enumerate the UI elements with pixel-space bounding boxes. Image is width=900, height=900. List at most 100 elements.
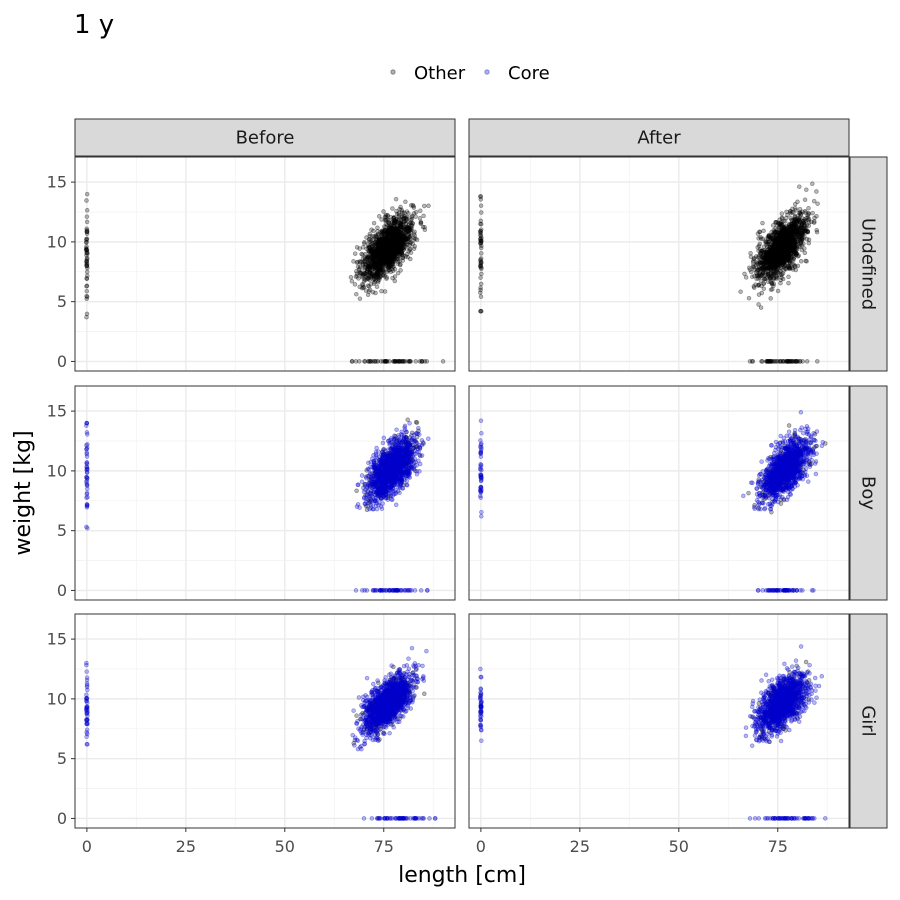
data-point-other — [795, 223, 801, 229]
data-point-other — [381, 245, 386, 250]
data-point-other — [792, 244, 798, 249]
data-point-other — [371, 266, 376, 271]
data-point-other — [785, 242, 791, 247]
data-point-other — [804, 236, 810, 242]
data-point-other — [391, 228, 396, 233]
data-point-other — [349, 359, 355, 364]
data-point-other — [789, 229, 795, 235]
data-point-other — [766, 359, 771, 364]
data-point-other — [779, 239, 784, 244]
data-point-other — [785, 249, 790, 254]
data-point-other — [391, 256, 396, 262]
data-point-other — [392, 231, 397, 236]
data-point-other — [780, 249, 785, 255]
data-point-other — [768, 265, 773, 271]
data-point-other — [398, 235, 404, 241]
data-point-other — [794, 246, 799, 251]
data-point-other — [778, 221, 784, 226]
data-point-other — [390, 225, 396, 230]
data-point-other — [365, 283, 371, 288]
data-point-other — [760, 220, 765, 226]
data-point-other — [372, 253, 378, 258]
data-point-other — [379, 259, 385, 264]
data-point-other — [363, 288, 369, 293]
data-point-other — [786, 256, 791, 261]
data-point-other — [775, 220, 781, 226]
data-point-other — [775, 237, 780, 243]
data-point-other — [396, 254, 401, 260]
data-point-other — [761, 265, 766, 270]
data-point-other — [376, 237, 382, 242]
data-point-other — [379, 244, 385, 250]
data-point-other — [789, 221, 795, 227]
data-point-other — [381, 231, 387, 237]
data-point-other — [788, 242, 793, 248]
data-point-other — [387, 263, 392, 268]
data-point-other — [378, 259, 383, 265]
data-point-other — [374, 234, 380, 239]
data-point-other — [384, 228, 389, 233]
data-point-other — [772, 260, 777, 266]
data-point-other — [384, 247, 390, 253]
data-point-other — [381, 257, 387, 263]
data-point-other — [384, 276, 389, 281]
data-point-other — [357, 266, 362, 271]
data-point-core — [426, 436, 431, 441]
data-point-other — [378, 240, 384, 246]
data-point-other — [787, 224, 792, 229]
data-point-other — [379, 258, 385, 264]
data-point-other — [380, 242, 386, 248]
data-point-other — [388, 240, 394, 245]
data-point-other — [381, 239, 386, 244]
data-point-other — [789, 225, 795, 230]
data-point-other — [758, 236, 764, 241]
data-point-other — [349, 279, 355, 284]
data-point-other — [364, 270, 370, 275]
data-point-other — [379, 263, 384, 269]
data-point-other — [418, 208, 423, 214]
data-point-other — [786, 229, 791, 235]
data-point-other — [755, 261, 760, 266]
data-point-other — [391, 258, 397, 263]
data-point-other — [377, 237, 383, 243]
data-point-other — [766, 251, 772, 256]
data-point-core — [359, 473, 365, 478]
data-point-other — [388, 263, 394, 269]
data-point-other — [377, 256, 383, 262]
data-point-other — [375, 267, 380, 272]
data-point-other — [369, 241, 374, 247]
data-point-other — [374, 237, 380, 242]
data-point-other — [762, 276, 767, 282]
data-point-other — [392, 232, 397, 237]
data-point-other — [386, 264, 392, 270]
data-point-core — [419, 453, 425, 458]
data-point-other — [784, 230, 790, 235]
data-point-other — [782, 240, 787, 245]
data-point-other — [756, 282, 762, 288]
data-point-other — [397, 246, 402, 251]
data-point-other — [383, 239, 389, 245]
data-point-other — [387, 232, 392, 237]
data-point-other — [785, 257, 791, 263]
data-point-other — [765, 272, 771, 278]
data-point-other — [378, 241, 384, 246]
data-point-other — [390, 239, 396, 245]
data-point-other — [370, 272, 376, 278]
data-point-other — [762, 260, 768, 266]
data-point-other — [766, 265, 771, 271]
data-point-other — [773, 264, 779, 270]
data-point-other — [766, 359, 772, 364]
data-point-other — [780, 259, 785, 265]
data-point-other — [369, 240, 374, 246]
data-point-other — [765, 241, 770, 247]
data-point-other — [774, 264, 780, 270]
data-point-other — [396, 239, 401, 244]
data-point-other — [763, 250, 769, 256]
data-point-other — [384, 359, 389, 364]
data-point-other — [367, 269, 373, 275]
data-point-other — [756, 267, 762, 273]
data-point-other — [764, 359, 769, 364]
data-point-other — [795, 359, 800, 364]
data-point-other — [771, 263, 776, 268]
data-point-other — [84, 293, 89, 299]
